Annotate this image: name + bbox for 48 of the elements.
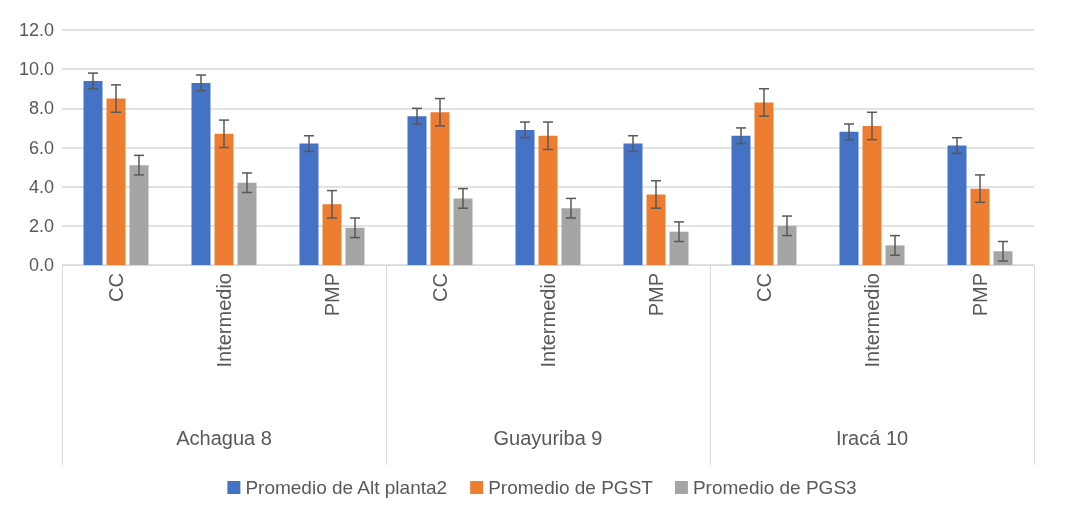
bar	[646, 194, 666, 265]
bar	[129, 165, 149, 265]
bar	[106, 98, 126, 265]
bar	[515, 129, 535, 265]
bar	[862, 125, 882, 265]
legend-label: Promedio de Alt planta2	[245, 477, 448, 498]
x-tick-label: PMP	[969, 273, 991, 317]
x-tick-label: Intermedio	[861, 273, 883, 368]
x-tick-label: PMP	[321, 273, 343, 317]
bar	[561, 208, 581, 265]
y-tick-label: 4.0	[28, 176, 54, 197]
bar	[623, 143, 643, 265]
bar	[754, 102, 774, 265]
bar	[885, 245, 905, 265]
bar	[970, 188, 990, 265]
bar	[237, 182, 257, 265]
bar	[191, 82, 211, 265]
bar	[839, 131, 859, 265]
x-tick-label: Intermedio	[213, 273, 235, 368]
y-tick-label: 8.0	[28, 98, 54, 119]
x-tick-label: Intermedio	[537, 273, 559, 368]
y-tick-label: 6.0	[28, 137, 54, 158]
bar	[453, 198, 473, 265]
text: Iracá 10	[835, 427, 909, 449]
x-tick-label: CC	[429, 273, 451, 302]
y-tick-label: 10.0	[18, 59, 54, 80]
bar	[669, 231, 689, 265]
bar	[299, 143, 319, 265]
bar	[731, 135, 751, 265]
text: Achagua 8	[176, 427, 272, 449]
bar	[538, 135, 558, 265]
y-tick-label: 0.0	[28, 255, 54, 275]
legend-label: Promedio de PGST	[488, 477, 654, 498]
x-tick-label: CC	[753, 273, 775, 302]
text: Guayuriba 9	[493, 427, 603, 449]
bar	[430, 112, 450, 265]
y-tick-label: 12.0	[18, 20, 54, 40]
x-tick-label: CC	[105, 273, 127, 302]
bar	[83, 80, 103, 265]
legend-label: Promedio de PGS3	[692, 477, 857, 498]
bar	[777, 225, 797, 265]
bar	[345, 227, 365, 265]
bar	[947, 145, 967, 265]
bar	[322, 204, 342, 265]
y-tick-label: 2.0	[28, 215, 54, 236]
bar	[407, 116, 427, 265]
x-tick-label: PMP	[645, 273, 667, 317]
bar	[214, 133, 234, 265]
